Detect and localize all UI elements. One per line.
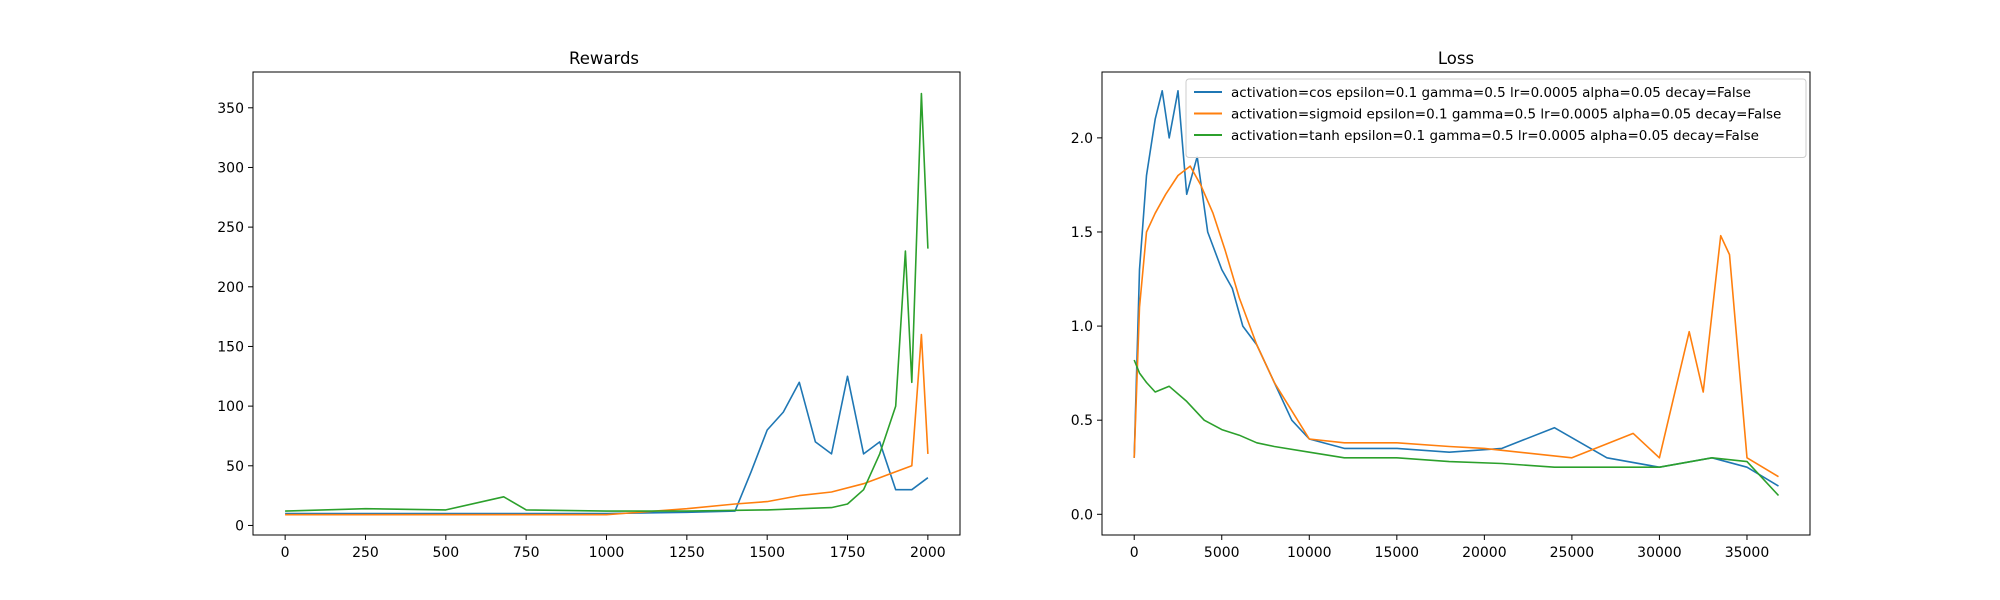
legend-label: activation=cos epsilon=0.1 gamma=0.5 lr=… (1231, 85, 1751, 101)
series-line-2 (1133, 165, 1779, 478)
loss-ticks: 0 5000 10000 15000 20000 25000 30000 35000 0.0 0.… (1071, 131, 1770, 561)
x-tick-label: 500 (432, 545, 459, 561)
y-tick-label: 350 (217, 101, 244, 117)
series-line-3 (1133, 359, 1780, 497)
x-tick-label: 0 (281, 545, 290, 561)
x-tick-label: 1000 (589, 545, 625, 561)
plot-frame (252, 71, 961, 536)
x-tick-label: 20000 (1462, 545, 1507, 561)
x-tick-label: 750 (513, 545, 540, 561)
x-tick-label: 15000 (1375, 545, 1420, 561)
legend-box (1185, 78, 1807, 158)
x-tick-label: 10000 (1287, 545, 1332, 561)
x-tick-label: 1750 (830, 545, 866, 561)
y-tick-label: 300 (217, 160, 244, 176)
legend-label: activation=tanh epsilon=0.1 gamma=0.5 lr… (1231, 128, 1759, 144)
y-tick-label: 200 (217, 280, 244, 296)
y-tick-label: 100 (217, 399, 244, 415)
series-line-3 (285, 92, 929, 512)
x-tick-label: 2000 (910, 545, 946, 561)
x-tick-label: 30000 (1637, 545, 1682, 561)
plot-frame (1101, 71, 1811, 536)
y-tick-label: 150 (217, 339, 244, 355)
series-group (285, 92, 929, 516)
y-tick-label: 50 (226, 459, 244, 475)
x-tick-label: 1500 (749, 545, 785, 561)
rewards-plot-area (285, 92, 929, 516)
chart-title: Rewards (569, 49, 639, 68)
x-tick-label: 35000 (1725, 545, 1770, 561)
x-tick-label: 5000 (1204, 545, 1240, 561)
rewards-chart: Rewards 0 250 500 750 1000 1250 1500 1750 2000 0 5… (217, 49, 961, 561)
loss-plot-area (1133, 90, 1780, 497)
y-tick-label: 0 (235, 518, 244, 534)
y-tick-label: 0.5 (1071, 413, 1093, 429)
y-tick-label: 0.0 (1071, 507, 1093, 523)
legend: activation=cos epsilon=0.1 gamma=0.5 lr=… (1185, 78, 1807, 158)
loss-chart: Loss 0 5000 10000 15000 20000 25000 30000 35000… (1071, 49, 1811, 561)
x-tick-label: 0 (1130, 545, 1139, 561)
series-group (1133, 90, 1780, 497)
y-tick-label: 250 (217, 220, 244, 236)
rewards-ticks: 0 250 500 750 1000 1250 1500 1750 2000 0 50 100 150 2… (217, 101, 945, 561)
series-line-2 (285, 333, 929, 516)
x-tick-label: 250 (352, 545, 379, 561)
x-tick-label: 1250 (669, 545, 705, 561)
x-tick-label: 25000 (1550, 545, 1595, 561)
y-tick-label: 1.5 (1071, 225, 1093, 241)
series-line-1 (285, 375, 929, 515)
legend-label: activation=sigmoid epsilon=0.1 gamma=0.5… (1231, 107, 1781, 123)
chart-title: Loss (1438, 49, 1474, 68)
y-tick-label: 1.0 (1071, 319, 1093, 335)
y-tick-label: 2.0 (1071, 131, 1093, 147)
